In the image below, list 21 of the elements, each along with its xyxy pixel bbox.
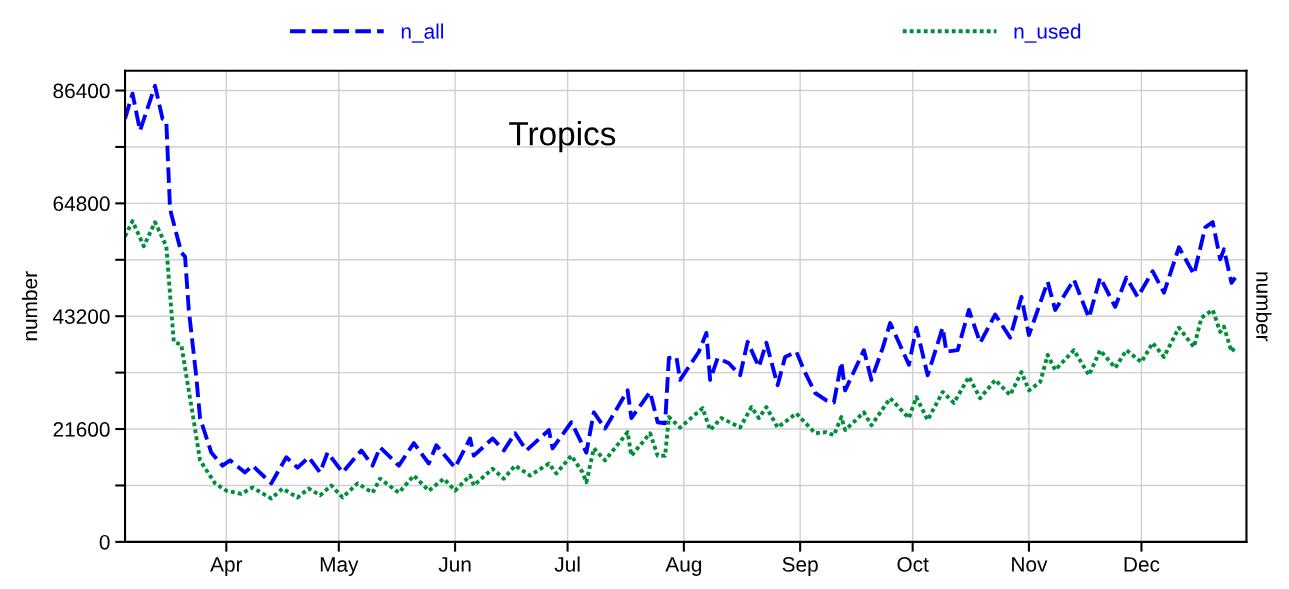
line-series xyxy=(125,219,1238,501)
y-tick-label: 64800 xyxy=(53,196,110,212)
x-tick-label: Aug xyxy=(665,557,702,576)
y-tick-label: 86400 xyxy=(53,83,110,99)
x-tick-label: May xyxy=(320,557,359,576)
x-tick-label: Sep xyxy=(782,557,818,576)
legend-label: n_all xyxy=(401,23,444,43)
y-tick-label: 0 xyxy=(99,534,110,550)
x-tick-label: Oct xyxy=(897,557,929,572)
text: Tropics xyxy=(509,121,616,153)
line-series xyxy=(125,83,1238,486)
x-tick-label: Apr xyxy=(210,557,243,576)
x-tick-label: Jun xyxy=(438,557,471,572)
y2-axis-title: number xyxy=(21,271,38,341)
y-tick-label: 21600 xyxy=(53,422,110,437)
x-tick-label: Dec xyxy=(1124,557,1160,572)
y-axis-title: number xyxy=(1256,272,1272,342)
legend-label: n_used xyxy=(1014,23,1081,43)
x-tick-label: Jul xyxy=(554,556,580,572)
x-tick-label: Nov xyxy=(1012,557,1048,572)
y-tick-label: 43200 xyxy=(53,309,110,324)
